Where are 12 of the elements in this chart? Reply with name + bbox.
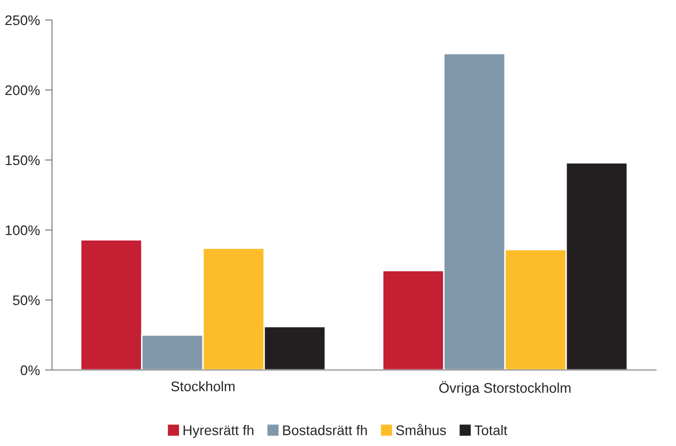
y-tick-label: 150% xyxy=(6,155,40,166)
legend-label: Hyresrätt fh xyxy=(184,425,254,438)
x-tick-label: Övriga Storstockholm xyxy=(439,381,570,396)
legend-label: Bostadsrätt fh xyxy=(283,425,367,436)
y-tick-label: 200% xyxy=(5,85,40,96)
legend-label: Småhus xyxy=(396,424,446,436)
y-tick-label: 0% xyxy=(20,365,40,376)
y-tick-label: 50% xyxy=(12,295,40,306)
y-tick-label: 100% xyxy=(6,225,40,236)
y-tick-label: 250% xyxy=(5,15,40,26)
x-tick-label: Stockholm xyxy=(171,381,235,392)
legend-label: Totalt xyxy=(474,425,508,436)
